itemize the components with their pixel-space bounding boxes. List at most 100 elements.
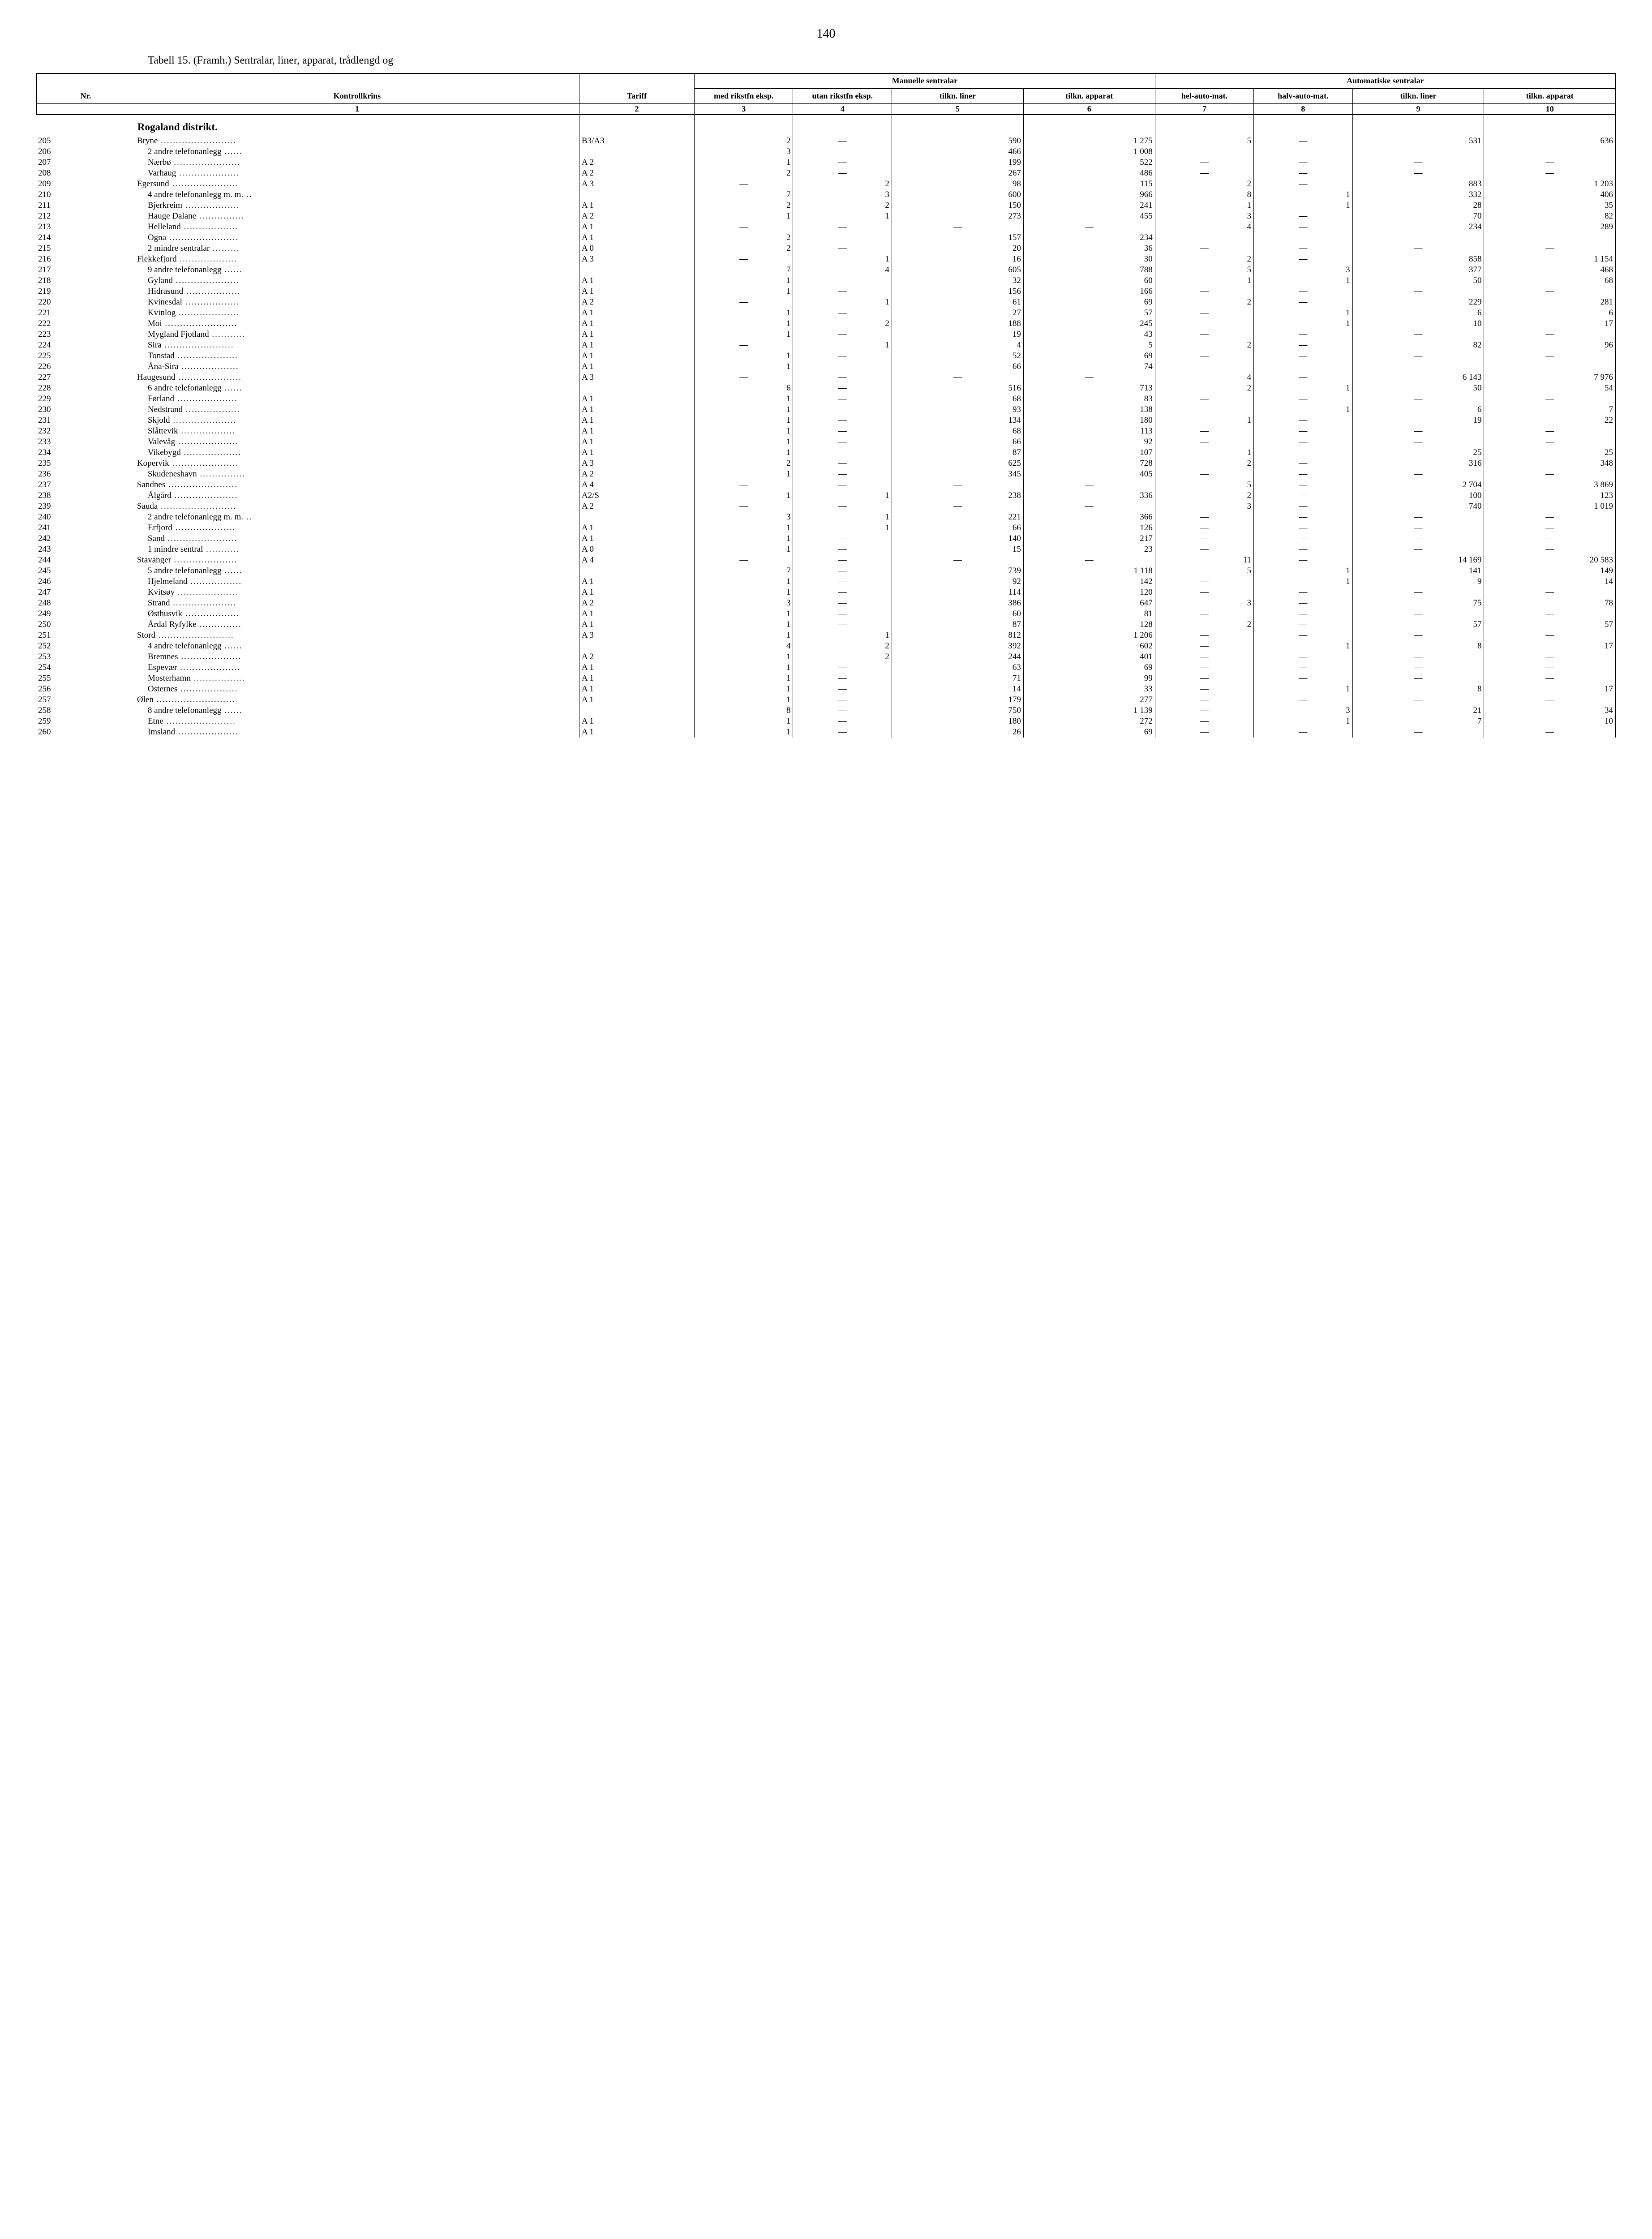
leader-dots: ................... <box>181 448 241 457</box>
cell-c6: 1 008 <box>1023 146 1155 157</box>
table-row: 221Kvinlog ....................A 11—2757… <box>36 308 1616 318</box>
cell-c7: — <box>1155 705 1253 716</box>
leader-dots: ...... <box>222 566 243 575</box>
cell-nr: 248 <box>36 598 135 609</box>
cell-c6: 728 <box>1023 458 1155 469</box>
cell-c8: — <box>1254 662 1352 673</box>
cell-c10: 468 <box>1484 265 1616 275</box>
cell-c5: 68 <box>892 394 1023 404</box>
cell-c8: — <box>1254 157 1352 168</box>
cell-c9: — <box>1352 146 1484 157</box>
cell-c8: — <box>1254 179 1352 189</box>
cell-name: Hidrasund .................. <box>135 286 579 297</box>
cell-tariff: A 3 <box>579 458 694 469</box>
cell-c9: 25 <box>1352 447 1484 458</box>
cell-c4: — <box>793 598 892 609</box>
cell-c8: — <box>1254 609 1352 619</box>
cell-c8: 1 <box>1254 566 1352 576</box>
cell-c6: 33 <box>1023 684 1155 695</box>
cell-c6: 180 <box>1023 415 1155 426</box>
leader-dots: .................. <box>182 609 240 618</box>
cell-c6: 272 <box>1023 716 1155 727</box>
cell-c10: 10 <box>1484 716 1616 727</box>
colnum-4: 4 <box>793 103 892 115</box>
cell-c4: — <box>793 243 892 254</box>
leader-dots: ......................... <box>155 631 234 640</box>
cell-c8: 1 <box>1254 404 1352 415</box>
cell-c7: — <box>1155 684 1253 695</box>
cell-tariff: A 1 <box>579 361 694 372</box>
section-header-row: Rogaland distrikt. <box>36 115 1616 136</box>
leader-dots: ...... <box>222 706 243 715</box>
cell-c5: 516 <box>892 383 1023 394</box>
cell-c10: 57 <box>1484 619 1616 630</box>
cell-nr: 212 <box>36 211 135 222</box>
cell-c7: 2 <box>1155 340 1253 351</box>
cell-c4: — <box>793 157 892 168</box>
cell-nr: 210 <box>36 189 135 200</box>
cell-c4: 1 <box>793 630 892 641</box>
cell-c4: 2 <box>793 200 892 211</box>
cell-c8: — <box>1254 695 1352 705</box>
leader-dots: ....................... <box>163 716 236 726</box>
cell-c6: 69 <box>1023 297 1155 308</box>
cell-c5: 66 <box>892 437 1023 447</box>
cell-c5: 600 <box>892 189 1023 200</box>
cell-c8: 1 <box>1254 383 1352 394</box>
cell-nr: 232 <box>36 426 135 437</box>
cell-tariff: A 1 <box>579 695 694 705</box>
cell-name: Kopervik ...................... <box>135 458 579 469</box>
cell-nr: 251 <box>36 630 135 641</box>
cell-c4: — <box>793 351 892 361</box>
cell-c4: — <box>793 609 892 619</box>
cell-c9: 6 143 <box>1352 372 1484 383</box>
cell-c8: — <box>1254 243 1352 254</box>
cell-c6: 234 <box>1023 232 1155 243</box>
cell-c8: — <box>1254 619 1352 630</box>
cell-tariff: A 1 <box>579 684 694 695</box>
colnum-blank <box>36 103 135 115</box>
leader-dots: ...... <box>222 147 243 156</box>
cell-c8: — <box>1254 727 1352 738</box>
cell-c3: 2 <box>695 168 793 179</box>
cell-c4: — <box>793 372 892 383</box>
table-row: 253Bremnes ....................A 2122444… <box>36 652 1616 662</box>
cell-c10: 1 154 <box>1484 254 1616 265</box>
table-row: 250Årdal Ryfylke ..............A 11—8712… <box>36 619 1616 630</box>
cell-c9: 6 <box>1352 308 1484 318</box>
cell-nr: 220 <box>36 297 135 308</box>
cell-c8: — <box>1254 372 1352 383</box>
cell-c9: — <box>1352 652 1484 662</box>
leader-dots: .................. <box>181 222 238 232</box>
cell-name: Stavanger ..................... <box>135 555 579 566</box>
cell-nr: 241 <box>36 523 135 533</box>
cell-c8: 3 <box>1254 705 1352 716</box>
cell-c10: 14 <box>1484 576 1616 587</box>
cell-c7: 3 <box>1155 501 1253 512</box>
cell-c9: 50 <box>1352 275 1484 286</box>
cell-c8: — <box>1254 168 1352 179</box>
cell-c3: 1 <box>695 490 793 501</box>
leader-dots: .................. <box>183 405 240 414</box>
cell-c6: 83 <box>1023 394 1155 404</box>
cell-c3: 2 <box>695 232 793 243</box>
cell-nr: 235 <box>36 458 135 469</box>
cell-c8: 1 <box>1254 318 1352 329</box>
leader-dots: .......................... <box>154 695 235 704</box>
cell-c4: 1 <box>793 340 892 351</box>
cell-c5: 71 <box>892 673 1023 684</box>
cell-tariff: A 1 <box>579 340 694 351</box>
table-row: 239Sauda .........................A 2———… <box>36 501 1616 512</box>
cell-c7: 2 <box>1155 297 1253 308</box>
cell-c3: — <box>695 480 793 490</box>
cell-c4: — <box>793 662 892 673</box>
cell-c8: — <box>1254 232 1352 243</box>
section-blank <box>36 115 135 136</box>
cell-c4: — <box>793 555 892 566</box>
table-row: 227Haugesund .....................A 3———… <box>36 372 1616 383</box>
cell-name: Kvinesdal .................. <box>135 297 579 308</box>
leader-dots: ................... <box>177 684 238 694</box>
cell-c8: — <box>1254 533 1352 544</box>
cell-c6: 43 <box>1023 329 1155 340</box>
cell-c3: — <box>695 372 793 383</box>
